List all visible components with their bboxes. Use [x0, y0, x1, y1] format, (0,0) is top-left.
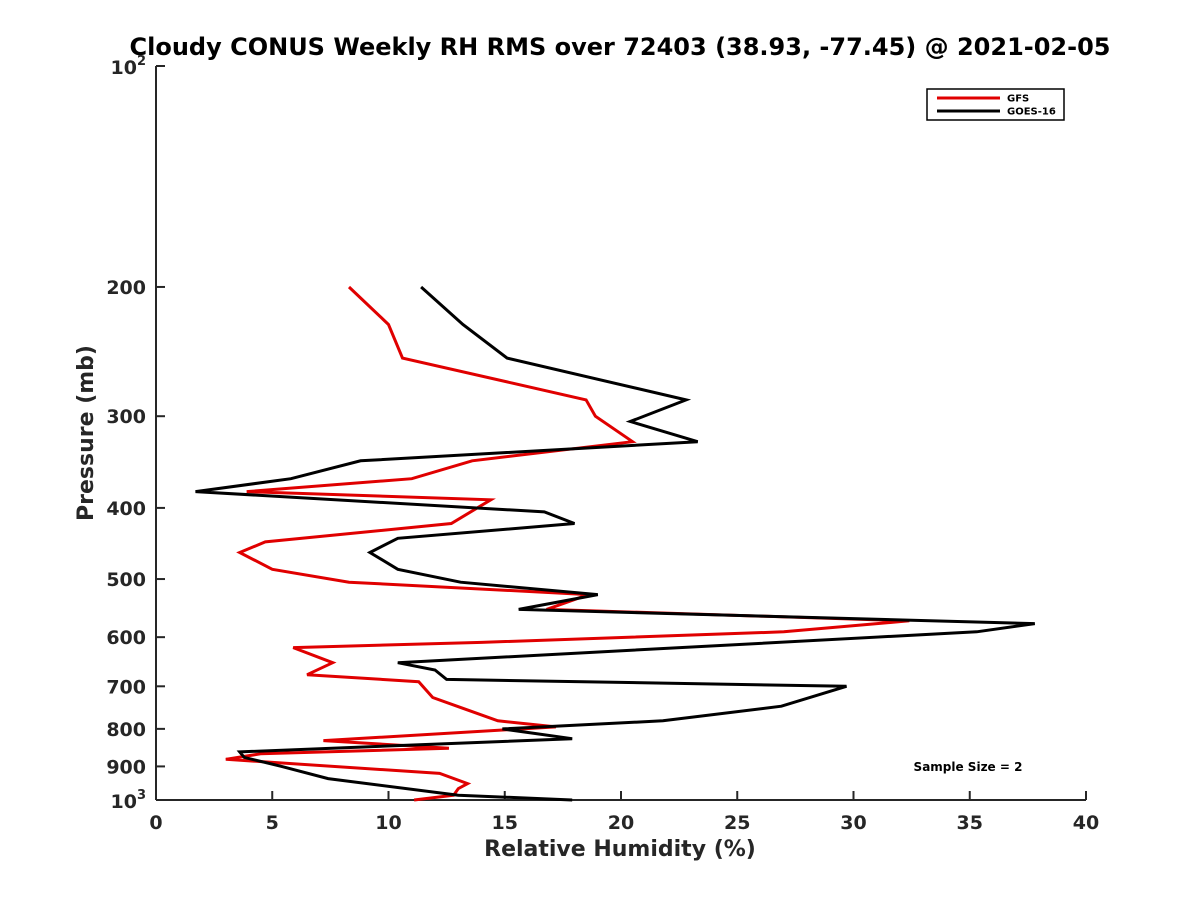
y-tick-label: 103 — [111, 788, 147, 813]
chart-title: Cloudy CONUS Weekly RH RMS over 72403 (3… — [130, 33, 1111, 61]
x-tick-label: 15 — [492, 812, 518, 834]
y-tick-label: 700 — [106, 676, 146, 698]
legend-label-goes-16: GOES-16 — [1007, 107, 1056, 118]
y-tick-label: 400 — [106, 498, 146, 520]
series-line-goes-16 — [195, 285, 1036, 802]
x-tick-label: 25 — [724, 812, 750, 834]
sample-size-annotation: Sample Size = 2 — [914, 760, 1023, 774]
x-tick-label: 30 — [840, 812, 866, 834]
legend: GFS GOES-16 — [926, 88, 1065, 121]
x-tick-label: 20 — [608, 812, 634, 834]
axes: 0 5 10 15 20 25 30 35 40 102 200 300 400 500 600 700 800… — [106, 54, 1099, 834]
y-tick-label: 800 — [106, 719, 146, 741]
x-tick-label: 40 — [1073, 812, 1099, 834]
y-tick-label: 500 — [106, 569, 146, 591]
x-tick-label: 35 — [957, 812, 983, 834]
legend-box — [926, 88, 1065, 121]
y-axis-label: Pressure (mb) — [74, 345, 99, 521]
series-line-gfs — [225, 285, 910, 802]
x-tick-label: 5 — [266, 812, 279, 834]
x-tick-label: 10 — [375, 812, 401, 834]
series-layer — [195, 285, 1036, 802]
legend-label-gfs: GFS — [1007, 94, 1029, 105]
y-tick-label: 200 — [106, 277, 146, 299]
y-tick-label: 102 — [111, 54, 147, 79]
x-axis-label: Relative Humidity (%) — [484, 837, 756, 862]
x-tick-label: 0 — [149, 812, 162, 834]
y-tick-label: 600 — [106, 627, 146, 649]
y-tick-label: 300 — [106, 406, 146, 428]
y-tick-label: 900 — [106, 756, 146, 778]
